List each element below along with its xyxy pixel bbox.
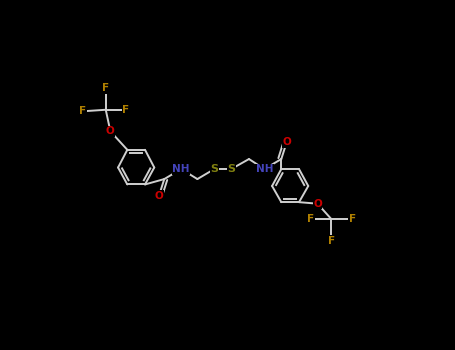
Text: NH: NH (256, 164, 273, 174)
Text: O: O (155, 191, 163, 201)
Text: F: F (79, 106, 86, 116)
Text: F: F (307, 214, 314, 224)
Text: S: S (227, 164, 235, 174)
Text: O: O (106, 126, 115, 136)
Text: F: F (328, 236, 335, 246)
Text: S: S (210, 164, 218, 174)
Text: F: F (349, 214, 356, 224)
Text: F: F (102, 83, 109, 93)
Text: NH: NH (172, 164, 190, 174)
Text: O: O (282, 137, 291, 147)
Text: O: O (313, 199, 322, 209)
Text: F: F (122, 105, 129, 115)
